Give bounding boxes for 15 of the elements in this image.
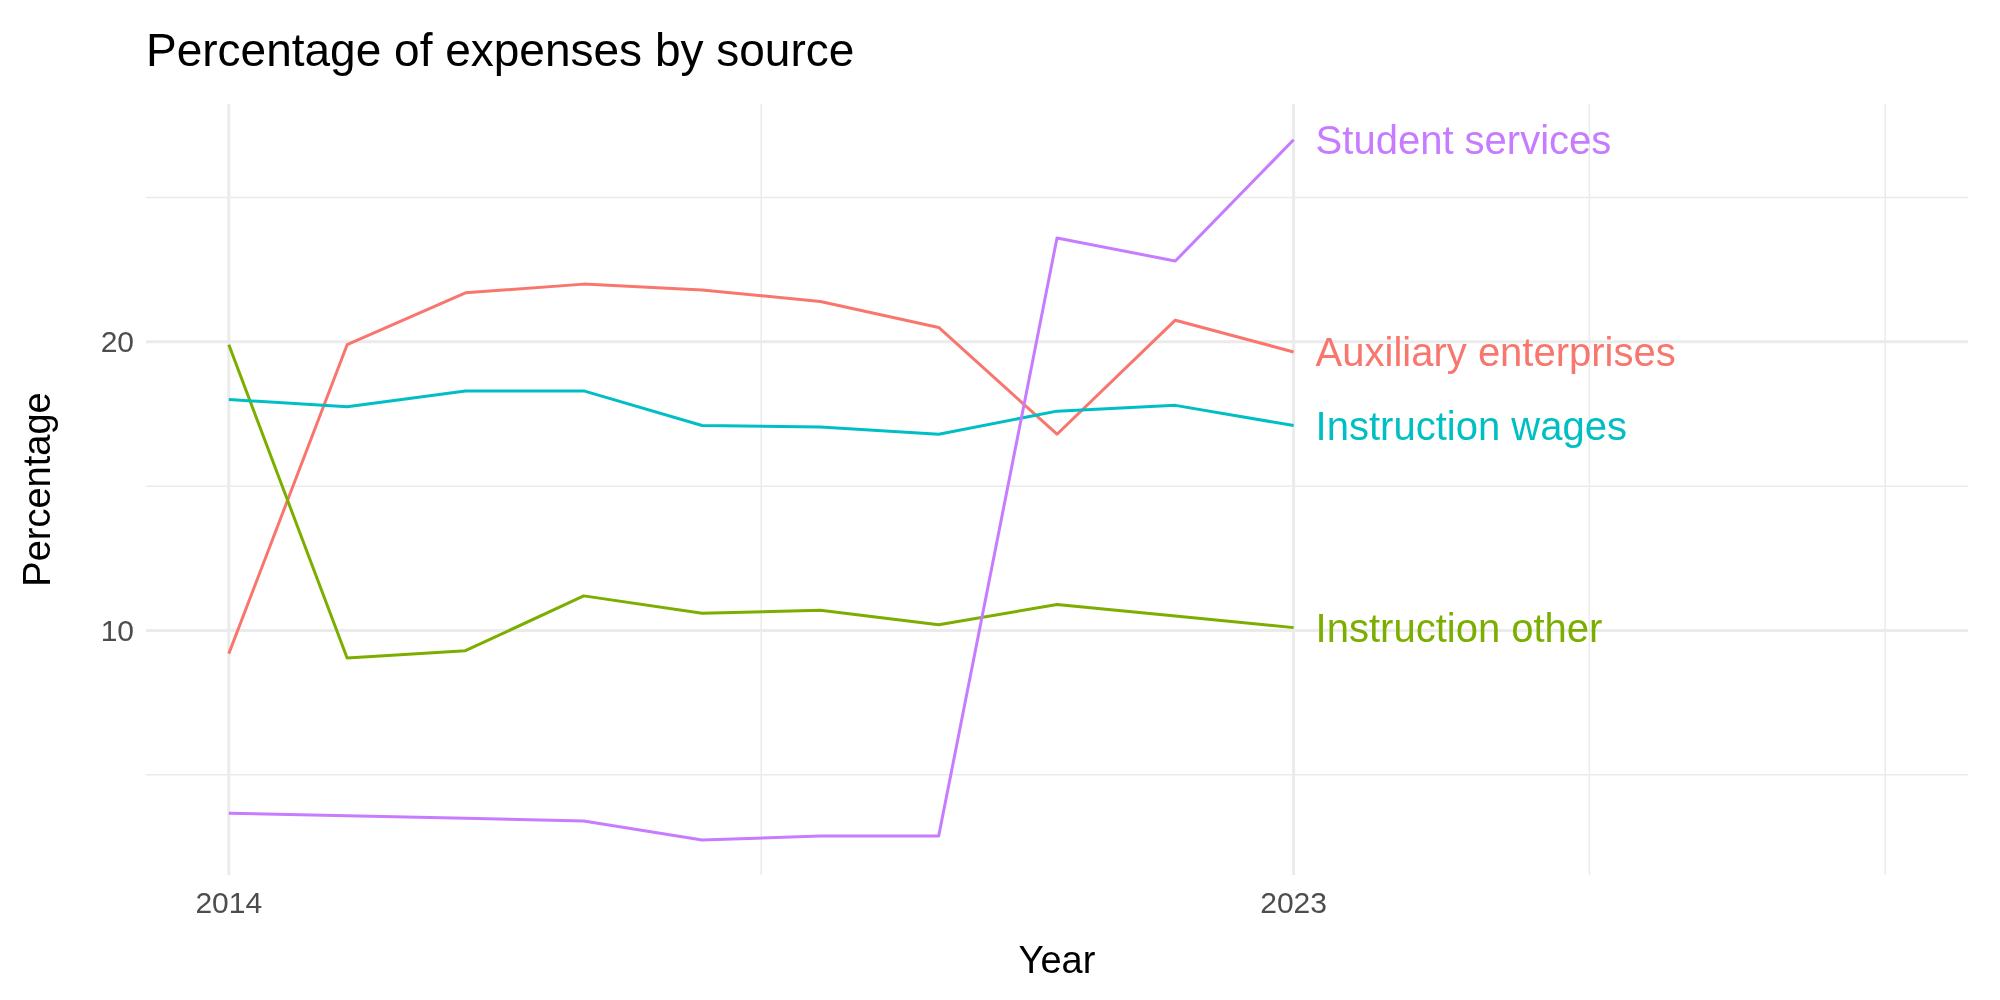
line-series <box>227 389 1296 436</box>
line-series <box>227 282 1296 656</box>
line-series <box>227 138 1296 842</box>
series-label: Instruction wages <box>1315 403 1627 448</box>
series-label: Student services <box>1315 117 1612 162</box>
series-label: Auxiliary enterprises <box>1315 329 1676 374</box>
line-series <box>227 343 1296 660</box>
y-tick-label: 10 <box>100 614 134 648</box>
x-tick-label: 2014 <box>195 886 263 919</box>
y-tick-label: 20 <box>100 325 134 359</box>
chart-title: Percentage of expenses by source <box>146 24 855 76</box>
series-label: Instruction other <box>1315 605 1603 650</box>
x-tick-label: 2023 <box>1260 886 1327 919</box>
x-axis-title: Year <box>1018 939 1096 981</box>
y-axis-title: Percentage <box>16 392 58 587</box>
